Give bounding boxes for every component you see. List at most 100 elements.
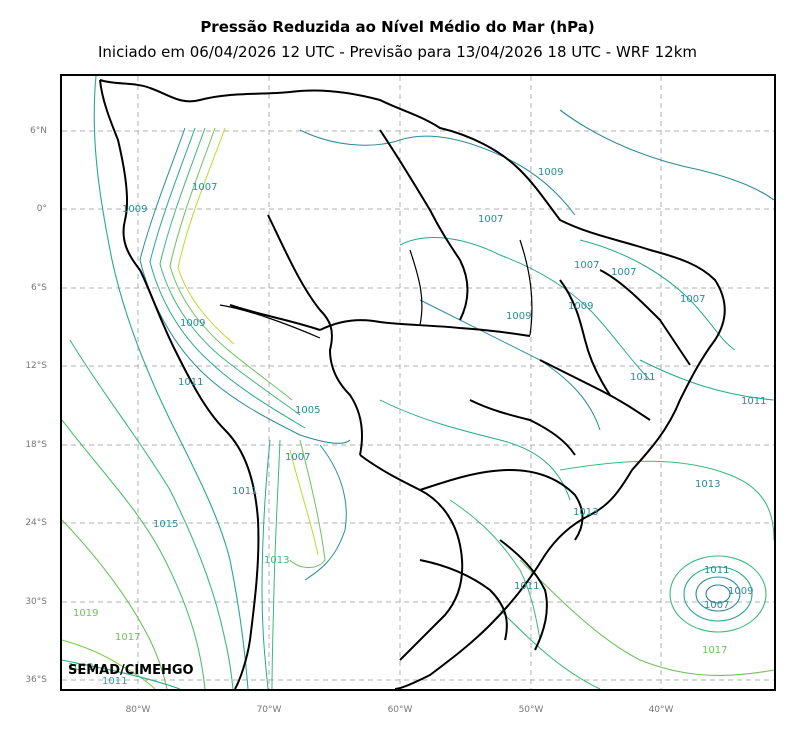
andes-south-contour-1 (261, 439, 271, 689)
isobar-labels: 1007 1009 1007 1009 1007 1007 1007 1009 … (68, 167, 766, 687)
isobar-label: 1011 (178, 377, 203, 388)
interior-contour-2 (399, 237, 651, 381)
map-svg: 1007 1009 1007 1009 1007 1007 1007 1009 … (62, 76, 774, 689)
andes-south-contour-4 (289, 449, 319, 556)
border-state-3 (539, 359, 651, 421)
isobar-label: 1009 (568, 301, 593, 312)
andes-south-contour-2 (271, 439, 281, 689)
isobar-label: 1013 (264, 555, 289, 566)
lon-label-80w: 80°W (125, 705, 151, 715)
isobar-1009-north (559, 109, 774, 201)
isobar-label: 1011 (102, 676, 127, 687)
isobar-label: 1007 (478, 214, 503, 225)
lat-label-6s: 6°S (31, 283, 47, 293)
coastline-brazil (99, 79, 726, 689)
lat-label-24s: 24°S (25, 518, 47, 528)
graticule (62, 76, 774, 689)
lat-label-0: 0° (36, 204, 47, 214)
isobar-label: 1013 (573, 507, 598, 518)
andes-contour-1 (139, 127, 351, 444)
interior-contour-3 (419, 299, 601, 431)
isobar-label: 1017 (115, 632, 140, 643)
isobar-1013-atlantic (559, 460, 774, 541)
lon-label-40w: 40°W (648, 705, 674, 715)
lon-label-50w: 50°W (518, 705, 544, 715)
isobar-label: 1009 (538, 167, 563, 178)
isobar-label: 1017 (702, 645, 727, 656)
isobar-label: 1019 (73, 608, 98, 619)
isobar-label: 1007 (704, 600, 729, 611)
isobar-label: 1009 (122, 204, 147, 215)
credit-label: SEMAD/CIMEHGO (68, 663, 194, 678)
lon-label-60w: 60°W (387, 705, 413, 715)
border-peru-bolivia (267, 214, 363, 456)
isobar-low-1013 (669, 555, 767, 633)
isobar-1019-pacific (62, 639, 156, 689)
isobar-low-1007 (705, 584, 731, 604)
isobar-label: 1007 (285, 452, 310, 463)
isobar-1011-atlantic (639, 359, 774, 401)
border-argentina-paraguay (359, 454, 464, 661)
andes-contour-3 (159, 127, 301, 416)
isobar-label: 1013 (68, 662, 93, 673)
andes-south-contour-3 (289, 439, 326, 568)
isobar-label: 1011 (704, 565, 729, 576)
isobar-label: 1015 (153, 519, 178, 530)
interior-contour-5 (449, 499, 541, 641)
lat-label-12s: 12°S (25, 361, 47, 371)
isobar-label: 1011 (630, 372, 655, 383)
isobar-label: 1009 (506, 311, 531, 322)
andes-isobars (139, 127, 351, 689)
lat-label-36s: 36°S (25, 675, 47, 685)
lon-label-70w: 70°W (256, 705, 282, 715)
interior-contour-6 (579, 239, 736, 351)
interior-isobars (299, 129, 736, 641)
isobar-label: 1009 (728, 586, 753, 597)
isobar-label: 1007 (611, 267, 636, 278)
border-state-1 (419, 469, 584, 541)
border-para-tocantins (519, 239, 533, 336)
interior-contour-4 (379, 399, 571, 501)
border-state-7 (419, 559, 508, 641)
isobar-label: 1013 (695, 479, 720, 490)
isobar-label: 1009 (180, 318, 205, 329)
chart-subtitle: Iniciado em 06/04/2026 12 UTC - Previsão… (97, 43, 698, 61)
isobar-label: 1007 (680, 294, 705, 305)
andes-contour-4 (169, 127, 293, 401)
border-state-2 (469, 399, 576, 456)
interior-contour-1 (299, 129, 576, 216)
border-acre (219, 304, 321, 339)
isobar-low-1009 (695, 576, 741, 612)
isobar-1011-pacific (93, 76, 249, 689)
isobar-label: 1011 (514, 581, 539, 592)
isobar-label: 1011 (232, 486, 257, 497)
border-brazil-bolivia (229, 304, 531, 337)
isobar-1013-south (499, 609, 601, 689)
isobar-label: 1007 (574, 260, 599, 271)
isobar-label: 1007 (192, 182, 217, 193)
border-state-6 (499, 539, 548, 651)
ocean-isobars (62, 76, 774, 689)
isobar-label: 1011 (741, 396, 766, 407)
thin-borders (219, 239, 533, 339)
coastline-west (99, 79, 260, 689)
isobar-1015-pacific (62, 419, 206, 689)
political-borders (99, 79, 726, 689)
lat-label-18s: 18°S (25, 440, 47, 450)
lat-label-6n: 6°N (30, 126, 47, 136)
isobar-1011-south (62, 659, 181, 689)
isobar-low-1011 (683, 566, 753, 622)
map-panel: 1007 1009 1007 1009 1007 1007 1007 1009 … (60, 74, 776, 691)
isobar-1017-pacific (62, 519, 168, 689)
isobar-label: 1005 (295, 405, 320, 416)
border-amazonas-para (409, 249, 423, 326)
andes-contour-2 (149, 127, 306, 429)
isobar-1013-pacific (69, 339, 234, 689)
chart-title: Pressão Reduzida ao Nível Médio do Mar (… (200, 18, 595, 36)
isobar-1017-atlantic (519, 559, 774, 676)
border-state-4 (559, 279, 611, 396)
border-venezuela-brazil (379, 129, 469, 321)
andes-south-contour-5 (304, 444, 347, 581)
border-state-5 (599, 269, 691, 366)
lat-label-30s: 30°S (25, 597, 47, 607)
